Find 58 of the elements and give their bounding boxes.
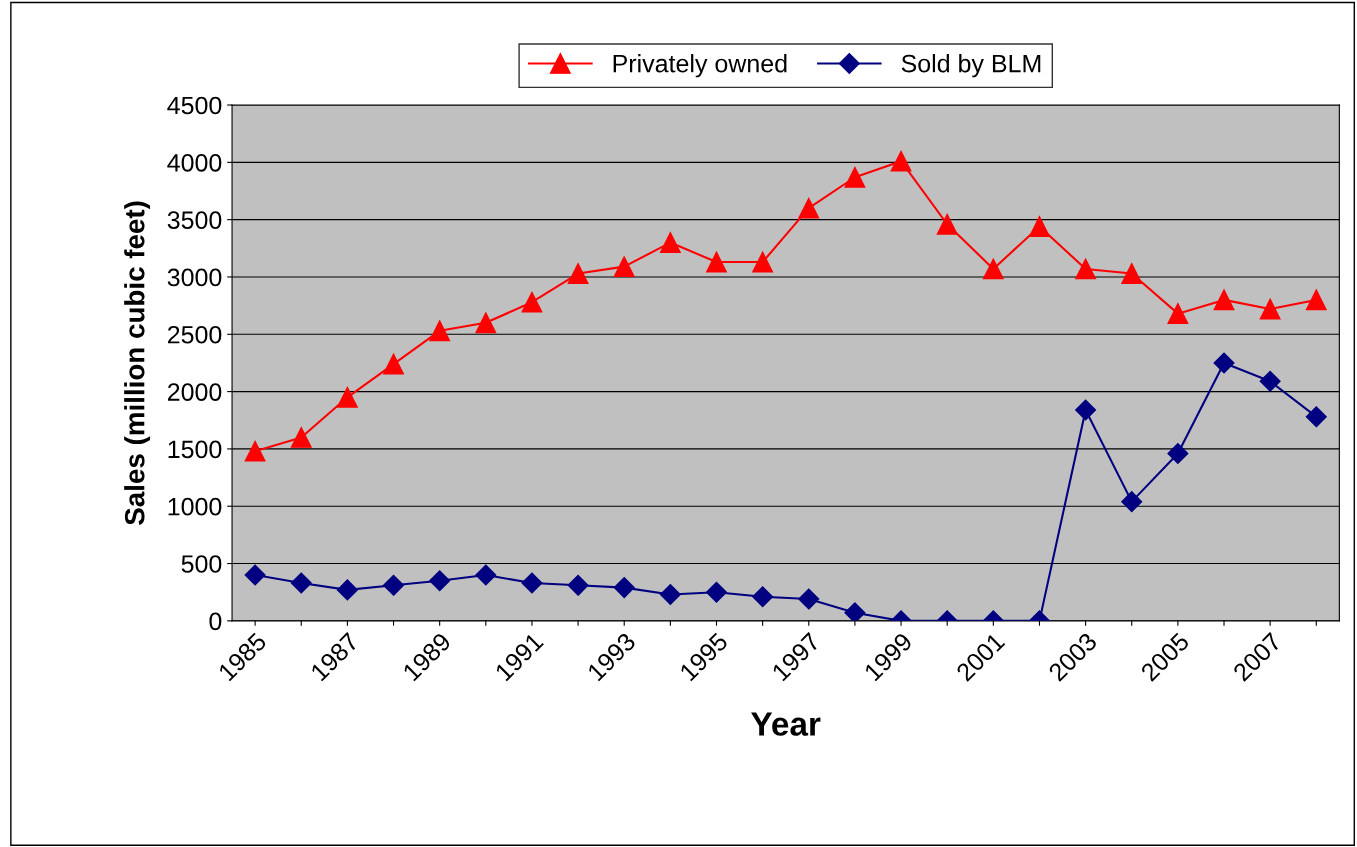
point (244, 440, 266, 462)
y-tick-label: 4500 (167, 96, 222, 115)
point (290, 572, 312, 594)
point (1075, 399, 1097, 421)
point (1121, 491, 1143, 513)
point (659, 232, 681, 253)
y-tick-label: 500 (181, 555, 222, 573)
point (475, 312, 497, 334)
point (752, 251, 774, 273)
point (567, 263, 589, 284)
y-tick-label: 1000 (168, 497, 222, 516)
point (1305, 406, 1327, 428)
point (567, 574, 589, 596)
point (798, 197, 820, 219)
y-tick-label: 2500 (167, 325, 222, 344)
point (890, 150, 912, 172)
point (1305, 289, 1327, 311)
point (1213, 352, 1235, 374)
y-tick-label: 1500 (168, 440, 222, 459)
point (290, 427, 312, 448)
point (1121, 263, 1143, 284)
point (336, 579, 358, 601)
point (659, 583, 681, 606)
y-tick-label: 3500 (167, 211, 222, 229)
point (336, 386, 358, 408)
y-axis-title: Sales (million cubic feet) (124, 201, 151, 525)
point (1075, 258, 1097, 280)
point (982, 258, 1004, 280)
point (752, 586, 774, 608)
legend-label: Sold by BLM (901, 54, 1041, 78)
point (383, 353, 404, 375)
point (1167, 303, 1189, 325)
point (705, 581, 728, 603)
point (1259, 370, 1281, 392)
point (1167, 442, 1189, 465)
point (1259, 298, 1281, 320)
y-tick-label: 3000 (167, 268, 222, 287)
point (613, 577, 635, 599)
point (613, 256, 635, 278)
point (475, 564, 497, 586)
point (383, 574, 405, 596)
point (1213, 289, 1235, 311)
point (521, 291, 543, 313)
point (844, 602, 866, 621)
point (429, 570, 451, 592)
legend-label: Privately owned (613, 54, 787, 78)
point (844, 166, 866, 188)
point (936, 213, 958, 235)
y-tick-label: 0 (209, 612, 222, 631)
point (244, 564, 266, 586)
point (429, 320, 451, 342)
y-tick-label: 4000 (167, 153, 222, 172)
point (521, 572, 543, 594)
y-tick-label: 2000 (167, 383, 222, 401)
point (706, 251, 727, 273)
x-axis-title: Year (751, 712, 821, 736)
point (798, 588, 820, 610)
point (1029, 216, 1050, 237)
